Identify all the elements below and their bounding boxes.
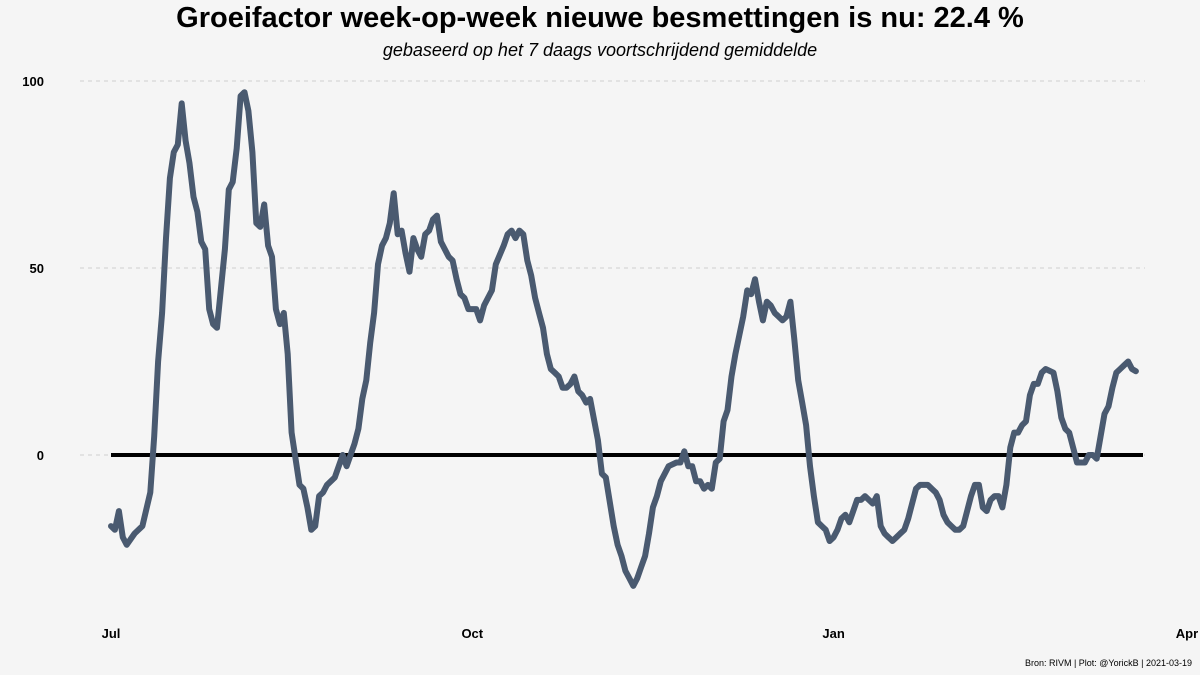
x-tick-label: Oct [461,626,483,641]
x-tick-label: Jan [822,626,844,641]
x-axis-ticks: Jul Oct Jan Apr [102,626,1199,641]
x-tick-label: Jul [102,626,121,641]
y-tick-label: 100 [22,74,44,89]
series-line-0 [108,89,1139,589]
y-tick-label: 0 [37,448,44,463]
chart-subtitle: gebaseerd op het 7 daags voortschrijdend… [382,40,818,60]
chart-title: Groeifactor week-op-week nieuwe besmetti… [176,2,1024,34]
x-tick-label: Apr [1176,626,1198,641]
y-axis-ticks: 0 50 100 [22,74,44,463]
source-caption: Bron: RIVM | Plot: @YorickB | 2021-03-19 [1024,658,1192,668]
y-tick-label: 50 [30,261,44,276]
series-layer [108,89,1139,589]
